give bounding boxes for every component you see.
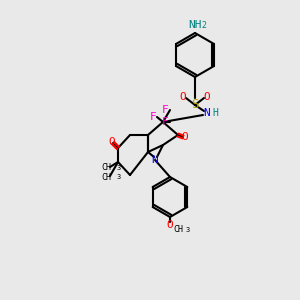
Text: N: N	[152, 155, 158, 165]
Text: 3: 3	[117, 174, 121, 180]
Text: 3: 3	[117, 165, 121, 171]
Text: CH: CH	[173, 226, 183, 235]
Text: F: F	[150, 112, 156, 122]
Text: CH: CH	[101, 172, 111, 182]
Text: O: O	[180, 92, 186, 102]
Text: O: O	[182, 132, 188, 142]
Text: F: F	[162, 117, 168, 127]
Text: 2: 2	[202, 20, 206, 29]
Text: O: O	[204, 92, 210, 102]
Text: S: S	[191, 98, 199, 112]
Text: 3: 3	[186, 227, 190, 233]
Text: CH: CH	[101, 164, 111, 172]
Text: F: F	[162, 105, 168, 115]
Text: N: N	[204, 108, 210, 118]
Text: H: H	[212, 108, 218, 118]
Text: O: O	[109, 137, 116, 147]
Text: O: O	[167, 220, 173, 230]
Text: NH: NH	[188, 20, 202, 30]
